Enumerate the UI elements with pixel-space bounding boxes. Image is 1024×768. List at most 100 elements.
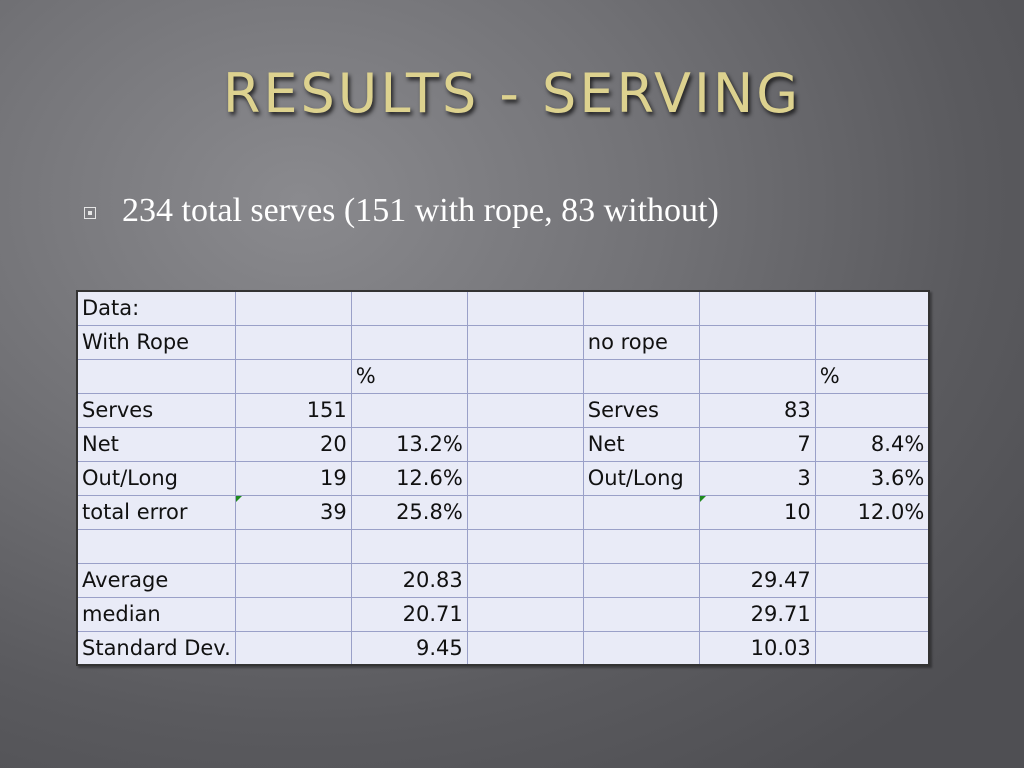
table-cell: total error [75, 494, 236, 530]
table-cell [814, 562, 931, 598]
table-cell: % [350, 358, 468, 394]
table-cell: Serves [75, 392, 236, 428]
table-cell [814, 596, 931, 632]
cell-value: 13.2% [396, 432, 463, 456]
cell-value: 7 [797, 432, 811, 456]
table-row: With Rope no rope [75, 324, 931, 360]
table-cell: 19 [234, 460, 352, 496]
table-cell [582, 562, 700, 598]
table-cell [698, 290, 816, 326]
table-row: total error 39 25.8% 10 12.0% [75, 494, 931, 530]
cell-value: 20 [320, 432, 347, 456]
table-cell: 20 [234, 426, 352, 462]
table-cell [350, 290, 468, 326]
bullet-item: 234 total serves (151 with rope, 83 with… [84, 188, 984, 234]
table-cell: 3 [698, 460, 816, 496]
error-indicator-icon [700, 496, 706, 502]
cell-value: 83 [784, 398, 811, 422]
table-cell [466, 426, 584, 462]
cell-value: 20.71 [402, 602, 463, 626]
table-row: Out/Long 19 12.6% Out/Long 3 3.6% [75, 460, 931, 496]
table-cell: Serves [582, 392, 700, 428]
table-cell [814, 630, 931, 666]
table-row [75, 528, 931, 564]
table-cell [350, 324, 468, 360]
table-cell [466, 392, 584, 428]
table-cell: Net [582, 426, 700, 462]
cell-value: 3 [797, 466, 811, 490]
cell-value: Net [82, 432, 119, 456]
table-cell [466, 528, 584, 564]
cell-value: 29.47 [750, 568, 811, 592]
error-indicator-icon [236, 496, 242, 502]
cell-value: 29.71 [750, 602, 811, 626]
table-cell: Standard Dev. [75, 630, 236, 666]
table-row: %% [75, 358, 931, 394]
cell-value: Serves [82, 398, 154, 422]
table-cell [234, 290, 352, 326]
table-cell [234, 528, 352, 564]
cell-value: Standard Dev. [82, 635, 231, 660]
table-cell: Out/Long [582, 460, 700, 496]
cell-value: 8.4% [870, 432, 925, 456]
cell-value: Data: [82, 296, 140, 321]
table-cell [234, 630, 352, 666]
cell-value: 25.8% [396, 500, 463, 524]
table-cell [582, 358, 700, 394]
table-cell: 20.71 [350, 596, 468, 632]
table-cell [466, 562, 584, 598]
cell-value: % [355, 364, 376, 388]
table-cell: 83 [698, 392, 816, 428]
table-cell: 12.0% [814, 494, 931, 530]
table-cell: Average [75, 562, 236, 598]
table-cell [466, 290, 584, 326]
table-row: median 20.71 29.71 [75, 596, 931, 632]
table-cell [814, 392, 931, 428]
table-row: Data: [75, 290, 931, 326]
table-cell: 3.6% [814, 460, 931, 496]
cell-value: Net [587, 432, 625, 456]
table-cell [466, 324, 584, 360]
table-cell: 10.03 [698, 630, 816, 666]
table-cell: Data: [75, 290, 236, 326]
table-cell [466, 596, 584, 632]
table-cell: Net [75, 426, 236, 462]
table-cell [466, 460, 584, 496]
table-cell [582, 630, 700, 666]
table-cell [75, 528, 236, 564]
table-cell: 7 [698, 426, 816, 462]
cell-value: Out/Long [587, 466, 684, 490]
table-cell: 39 [234, 494, 352, 530]
table-row: Net 20 13.2% Net 7 8.4% [75, 426, 931, 462]
cell-value: 20.83 [402, 568, 463, 592]
table-cell [698, 528, 816, 564]
table-cell: % [814, 358, 931, 394]
table-cell: 8.4% [814, 426, 931, 462]
table-cell: median [75, 596, 236, 632]
cell-value: With Rope [82, 330, 190, 354]
square-bullet-icon [84, 207, 96, 219]
slide-title: RESULTS - SERVING [222, 62, 802, 125]
table-cell [75, 358, 236, 394]
table-row: Standard Dev. 9.45 10.03 [75, 630, 931, 666]
table-cell [234, 596, 352, 632]
table-cell [698, 358, 816, 394]
table-cell [814, 290, 931, 326]
serving-results-table: Data: With Rope no rope%% Serves 151 Serves 83… [75, 290, 931, 666]
table-cell [234, 562, 352, 598]
bullet-text: 234 total serves (151 with rope, 83 with… [122, 192, 719, 229]
table-cell: 151 [234, 392, 352, 428]
cell-value: 3.6% [870, 466, 925, 490]
table-row: Average 20.83 29.47 [75, 562, 931, 598]
cell-value: 10 [784, 500, 811, 524]
table-cell [582, 290, 700, 326]
cell-value: Out/Long [82, 466, 178, 490]
table-cell [466, 630, 584, 666]
table-cell [350, 528, 468, 564]
table-cell [582, 494, 700, 530]
cell-value: total error [82, 500, 188, 524]
table-cell [582, 528, 700, 564]
cell-value: 12.6% [396, 466, 463, 490]
table-cell: 10 [698, 494, 816, 530]
table-cell [814, 324, 931, 360]
